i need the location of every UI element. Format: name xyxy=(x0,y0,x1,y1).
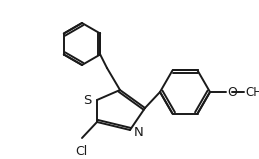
Text: O: O xyxy=(227,86,237,98)
Text: N: N xyxy=(134,125,144,138)
Text: CH₃: CH₃ xyxy=(245,86,259,98)
Text: S: S xyxy=(84,93,92,107)
Text: Cl: Cl xyxy=(75,145,87,158)
